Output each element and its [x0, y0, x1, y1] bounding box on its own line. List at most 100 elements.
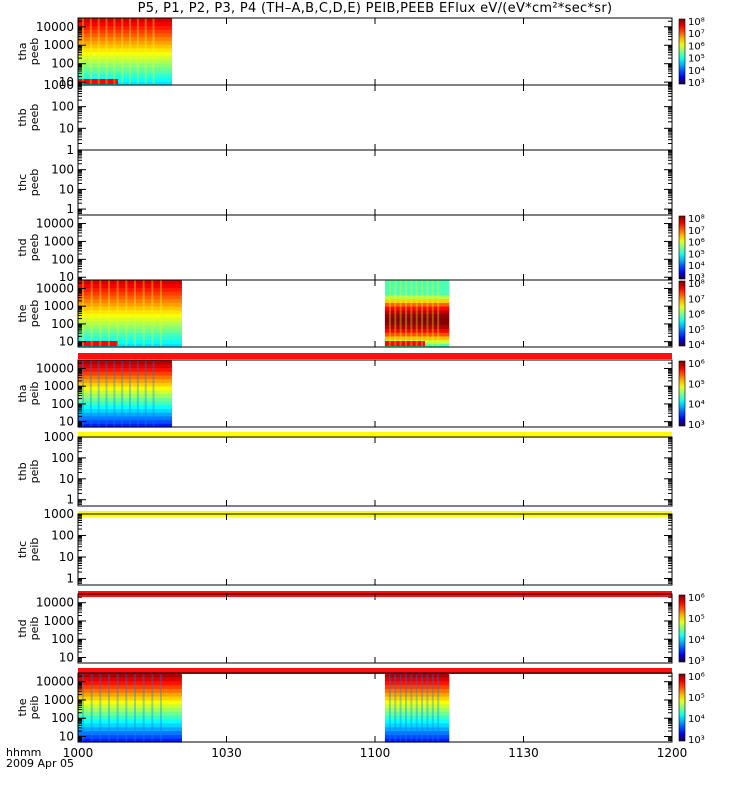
- status-bar: [78, 353, 672, 359]
- y-tick-label: 10: [59, 472, 74, 486]
- colorbar-tick-label: 10⁷: [688, 29, 705, 40]
- colorbar-tick-label: 10⁶: [688, 672, 705, 683]
- y-tick-label: 10: [59, 182, 74, 196]
- panel-thb-peib: 1 10 100 1000 thb peib: [16, 430, 673, 517]
- y-tick-label: 1000: [43, 38, 74, 52]
- panel-the-peib: 10 100 1000 10000 the peib 10³ 10⁴ 10⁵ 10⁶: [16, 672, 705, 746]
- x-tick-label: 1200: [657, 746, 688, 760]
- colorbar-tick-label: 10⁶: [688, 238, 705, 249]
- panel-product-label: peib: [28, 696, 41, 720]
- panel-frame: [77, 513, 673, 586]
- y-tick-label: 1: [66, 202, 74, 216]
- colorbar-tick-label: 10⁶: [688, 41, 705, 52]
- panel-probe-label: the: [16, 304, 29, 322]
- colorbar-tick-label: 10³: [688, 273, 705, 284]
- y-tick-label: 10: [59, 730, 74, 744]
- y-tick-label: 10: [59, 121, 74, 135]
- panel-frame: [77, 149, 673, 216]
- y-tick-label: 10000: [36, 596, 74, 610]
- colorbar: 10³ 10⁴ 10⁵ 10⁶: [678, 593, 705, 667]
- panel-thc-peeb: 1 10 100 thc peeb: [16, 149, 673, 216]
- panel-product-label: peeb: [28, 234, 41, 262]
- y-tick-label: 10000: [36, 361, 74, 375]
- y-tick-label: 10000: [36, 281, 74, 295]
- x-tick-label: 1000: [63, 746, 94, 760]
- y-tick-label: 1000: [43, 693, 74, 707]
- colorbar-tick-label: 10³: [688, 656, 705, 667]
- x-axis-label: hhmm: [6, 746, 42, 759]
- colorbar-tick-label: 10⁶: [688, 359, 705, 370]
- panel-product-label: peib: [28, 617, 41, 641]
- colorbar-tick-label: 10⁴: [688, 635, 705, 646]
- spectrogram-block: [384, 280, 450, 348]
- x-tick-label: 1130: [508, 746, 539, 760]
- panel-probe-label: thc: [16, 541, 29, 558]
- colorbar-tick-label: 10³: [688, 735, 705, 746]
- panel-frame: [77, 214, 673, 281]
- date-label: 2009 Apr 05: [6, 757, 75, 770]
- y-tick-label: 100: [51, 252, 74, 266]
- panel-thc-peib: 1 10 100 1000 thc peib: [16, 507, 673, 597]
- colorbar-tick-label: 10⁵: [688, 693, 705, 704]
- panel-product-label: peib: [28, 460, 41, 484]
- colorbar-tick-label: 10⁴: [688, 340, 705, 351]
- y-tick-label: 1000: [43, 507, 74, 521]
- colorbar-tick-label: 10⁷: [688, 294, 705, 305]
- panel-probe-label: tha: [16, 42, 29, 60]
- spectrogram-block: [78, 360, 173, 428]
- y-tick-label: 100: [51, 711, 74, 725]
- y-tick-label: 10000: [36, 675, 74, 689]
- panel-probe-label: thd: [16, 238, 29, 256]
- y-tick-label: 100: [51, 100, 74, 114]
- x-tick-label: 1100: [360, 746, 391, 760]
- y-tick-label: 10: [59, 651, 74, 665]
- colorbar-tick-label: 10⁵: [688, 54, 705, 65]
- y-tick-label: 1000: [43, 299, 74, 313]
- panel-product-label: peeb: [28, 169, 41, 197]
- panel-product-label: peib: [28, 382, 41, 406]
- spectrogram-block: [78, 673, 182, 743]
- colorbar-tick-label: 10⁸: [688, 17, 705, 28]
- panel-frame: [77, 84, 673, 151]
- panel-thb-peeb: 1 10 100 1000 thb peeb: [16, 78, 673, 157]
- y-tick-label: 1000: [43, 234, 74, 248]
- colorbar-tick-label: 10⁵: [688, 325, 705, 336]
- panel-product-label: peib: [28, 538, 41, 562]
- chart-title: P5, P1, P2, P3, P4 (TH–A,B,C,D,E) PEIB,P…: [137, 1, 613, 16]
- y-tick-label: 100: [51, 163, 74, 177]
- y-tick-label: 10: [59, 335, 74, 349]
- y-tick-label: 100: [51, 632, 74, 646]
- panel-frame: [77, 593, 673, 664]
- panel-thd-peib: 10 100 1000 10000 thd peib 10³ 10⁴ 10⁵ 10⁶: [16, 593, 705, 674]
- spectrogram-block: [78, 280, 182, 348]
- y-tick-label: 10: [59, 415, 74, 429]
- colorbar-tick-label: 10⁴: [688, 66, 705, 77]
- panel-frame: [77, 436, 673, 507]
- colorbar-tick-label: 10⁴: [688, 714, 705, 725]
- y-tick-label: 100: [51, 57, 74, 71]
- colorbar-tick-label: 10⁶: [688, 310, 705, 321]
- y-tick-label: 1000: [43, 614, 74, 628]
- spectrogram-block: [384, 673, 450, 743]
- colorbar-tick-label: 10⁴: [688, 261, 705, 272]
- colorbar: 10³ 10⁴ 10⁵ 10⁶: [678, 672, 705, 746]
- panel-probe-label: thc: [16, 174, 29, 191]
- panel-product-label: peeb: [28, 104, 41, 132]
- y-tick-label: 1000: [43, 379, 74, 393]
- y-tick-label: 10000: [36, 217, 74, 231]
- panel-tha-peib: 10 100 1000 10000 tha peib 10³ 10⁴ 10⁵ 10⁶: [16, 359, 705, 438]
- y-tick-label: 100: [51, 317, 74, 331]
- spectrogram-block: [78, 18, 173, 86]
- y-tick-label: 1000: [43, 430, 74, 444]
- y-tick-label: 100: [51, 397, 74, 411]
- y-tick-label: 1000: [43, 78, 74, 92]
- colorbar-tick-label: 10⁸: [688, 214, 705, 225]
- y-tick-label: 10000: [36, 20, 74, 34]
- x-tick-label: 1030: [211, 746, 242, 760]
- panel-product-label: peeb: [28, 300, 41, 328]
- panel-the-peeb: 10 100 1000 10000 the peeb 10⁴ 10⁵ 10⁶ 10⁷ 10⁸: [16, 279, 705, 359]
- panel-probe-label: tha: [16, 384, 29, 402]
